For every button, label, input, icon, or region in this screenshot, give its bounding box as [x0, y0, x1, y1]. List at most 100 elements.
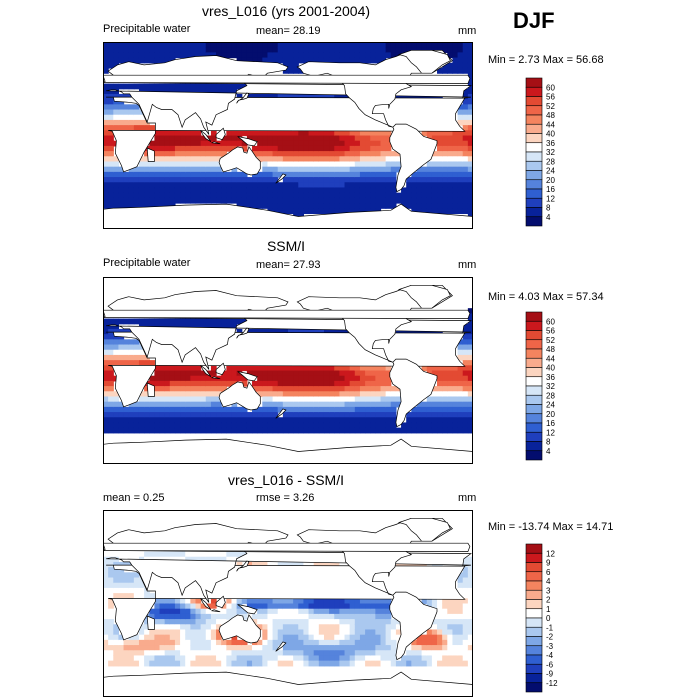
field-cell	[195, 182, 202, 189]
field-cell	[416, 634, 423, 641]
field-cell	[298, 93, 305, 100]
field-cell	[210, 396, 217, 403]
field-cell	[447, 365, 454, 372]
field-cell	[323, 130, 330, 137]
colorbar-box	[525, 552, 543, 563]
field-cell	[375, 130, 382, 137]
colorbar-tick-label: 9	[546, 559, 551, 568]
field-cell	[293, 660, 299, 667]
field-cell	[138, 577, 145, 584]
field-cell	[359, 380, 366, 387]
field-cell	[452, 386, 459, 392]
field-cell	[462, 629, 469, 636]
field-cell	[272, 375, 279, 382]
colorbar-box	[525, 348, 543, 359]
field-cell	[185, 370, 191, 377]
colorbar-tick-label: -6	[546, 660, 554, 669]
field-cell	[431, 208, 438, 215]
field-cell	[118, 42, 125, 48]
field-cell	[246, 427, 253, 434]
field-cell	[282, 57, 289, 64]
field-cell	[169, 177, 176, 183]
field-cell	[437, 161, 443, 168]
field-cell	[113, 639, 120, 646]
field-cell	[334, 608, 340, 615]
field-cell	[334, 151, 340, 157]
field-cell	[421, 365, 428, 372]
field-cell	[375, 427, 382, 434]
field-cell	[354, 140, 361, 147]
field-cell	[169, 386, 176, 392]
field-cell	[200, 417, 207, 424]
field-cell	[195, 375, 202, 382]
field-cell	[370, 603, 376, 610]
field-cell	[354, 177, 361, 183]
field-cell	[370, 57, 376, 64]
field-cell	[216, 655, 222, 662]
field-cell	[200, 88, 207, 95]
field-cell	[267, 145, 274, 152]
field-cell	[303, 177, 310, 183]
field-cell	[252, 645, 258, 651]
field-cell	[108, 99, 114, 105]
field-cell	[277, 598, 284, 605]
field-cell	[354, 624, 361, 631]
field-cell	[200, 166, 207, 173]
field-cell	[467, 114, 473, 121]
field-cell	[113, 417, 120, 424]
field-cell	[262, 177, 269, 183]
field-cell	[216, 650, 222, 657]
field-cell	[293, 182, 299, 189]
field-cell	[149, 396, 155, 403]
field-cell	[359, 427, 366, 434]
field-cell	[390, 166, 397, 173]
field-cell	[406, 192, 412, 199]
field-cell	[144, 161, 150, 168]
field-cell	[318, 619, 325, 625]
field-cell	[303, 655, 310, 662]
field-cell	[467, 650, 473, 657]
field-cell	[216, 182, 222, 189]
field-cell	[108, 140, 114, 147]
field-cell	[257, 655, 263, 662]
field-cell	[365, 624, 371, 631]
field-cell	[442, 660, 448, 667]
field-cell	[200, 645, 207, 651]
field-cell	[185, 386, 191, 392]
field-cell	[272, 629, 279, 636]
field-cell	[128, 192, 135, 199]
field-cell	[318, 422, 325, 429]
field-cell	[339, 328, 346, 335]
field-cell	[380, 391, 387, 398]
field-cell	[185, 166, 191, 173]
field-cell	[241, 187, 248, 194]
field-cell	[467, 412, 473, 418]
field-cell	[349, 208, 356, 215]
field-cell	[164, 130, 171, 137]
field-cell	[103, 386, 109, 392]
field-cell	[437, 166, 443, 173]
field-cell	[216, 556, 222, 563]
field-cell	[359, 192, 366, 199]
field-cell	[205, 83, 212, 90]
field-cell	[154, 412, 161, 418]
field-cell	[216, 422, 222, 429]
field-cell	[252, 187, 258, 194]
field-cell	[231, 608, 238, 615]
field-cell	[298, 52, 305, 59]
field-cell	[108, 386, 114, 392]
field-cell	[354, 406, 361, 413]
field-cell	[226, 660, 233, 667]
field-cell	[108, 391, 114, 398]
field-cell	[380, 130, 387, 137]
field-cell	[128, 660, 135, 667]
field-cell	[298, 639, 305, 646]
field-cell	[318, 52, 325, 59]
field-cell	[452, 427, 459, 434]
field-cell	[277, 328, 284, 335]
field-cell	[138, 655, 145, 662]
field-cell	[221, 135, 227, 142]
field-cell	[318, 370, 325, 377]
field-cell	[329, 57, 335, 64]
field-cell	[457, 650, 464, 657]
